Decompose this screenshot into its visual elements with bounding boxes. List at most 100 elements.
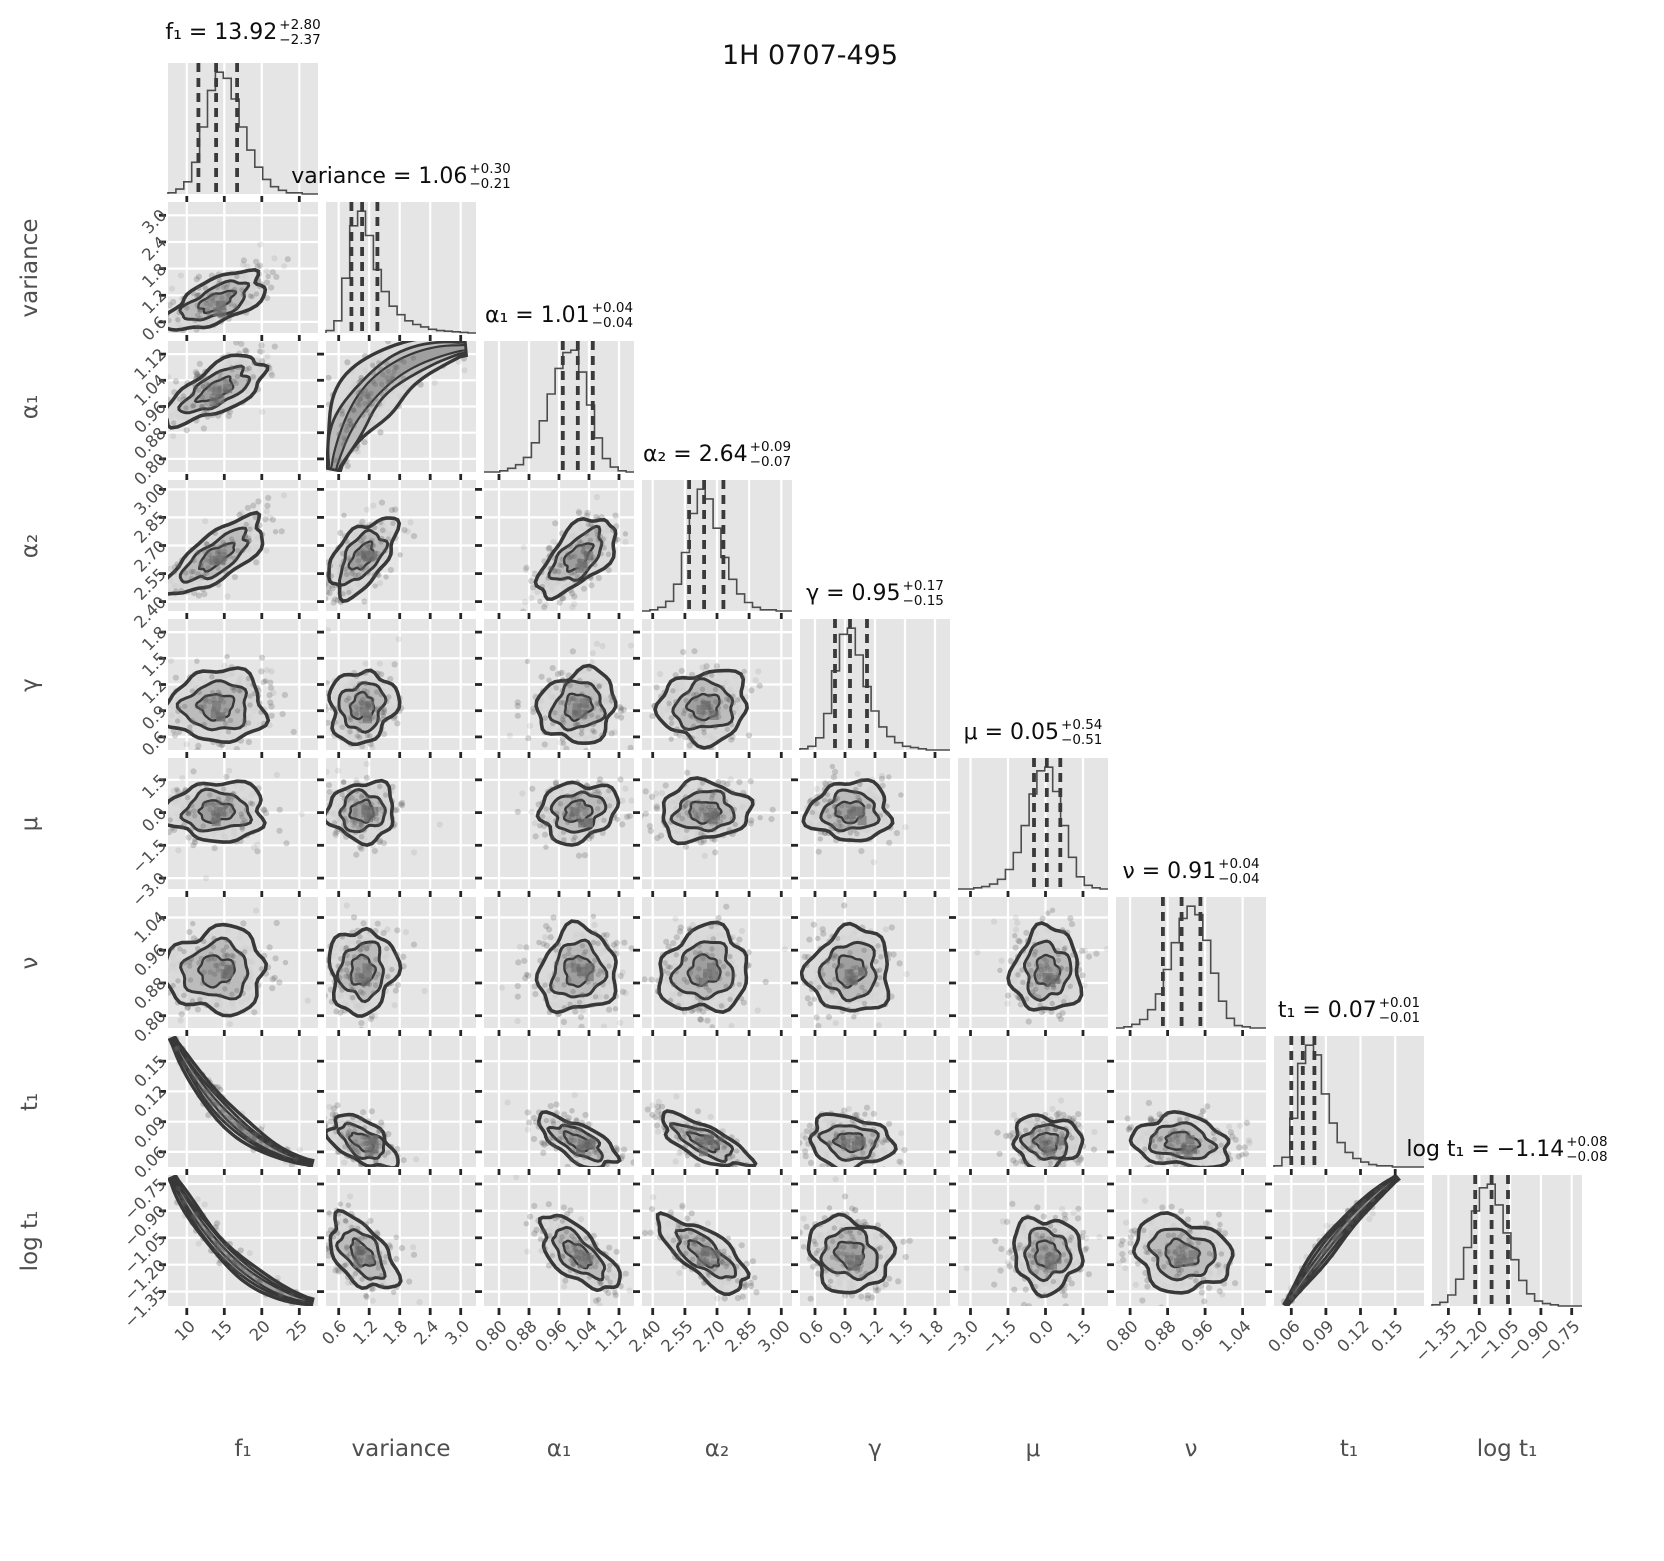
estimate-value: 1.06	[418, 164, 468, 190]
scatter-contour-panel-nu-vs-mu	[949, 897, 1108, 1037]
scatter-contour-panel-alpha2-vs-alpha1	[475, 480, 634, 620]
estimate-prefix: α₁ =	[484, 303, 541, 329]
x-axis-label-alpha2: α₂	[704, 1436, 730, 1462]
y-axis-label-alpha1: α₁	[17, 394, 43, 419]
y-tick-label: 1.5	[138, 770, 171, 803]
estimate-errors: +0.04 −0.04	[591, 300, 634, 332]
y-axis-label-logt1: log t₁	[17, 1210, 43, 1271]
scatter-contour-panel-mu-vs-gamma	[791, 758, 950, 898]
x-tick-label: 2.4	[410, 1316, 443, 1349]
scatter-contour-panel-gamma-vs-f1	[159, 619, 318, 759]
scatter-contour-panel-alpha2-vs-f1	[159, 480, 318, 620]
x-tick-label: 0.6	[318, 1316, 351, 1349]
estimate-title-logt1: log t₁ = −1.14 +0.08 −0.08	[1406, 1134, 1607, 1165]
x-tick-label: 1.8	[379, 1316, 412, 1349]
y-tick-label: 0.06	[130, 1142, 171, 1182]
x-tick-label: 15	[207, 1316, 237, 1345]
estimate-errors: +0.09 −0.07	[749, 439, 792, 470]
estimate-title-t1: t₁ = 0.07 +0.01 −0.01	[1278, 995, 1420, 1026]
x-tick-label: 1.04	[561, 1316, 602, 1357]
x-tick-label: 0.15	[1367, 1316, 1408, 1357]
estimate-errors: +0.01 −0.01	[1379, 995, 1420, 1026]
scatter-contour-panel-t1-vs-nu	[1107, 1036, 1266, 1176]
diag-hist-panel-gamma	[799, 619, 950, 759]
x-tick-label: 1.12	[591, 1316, 632, 1357]
x-tick-label: 1.04	[1215, 1316, 1255, 1357]
estimate-value: 1.01	[540, 303, 590, 329]
y-tick-label: 0.88	[130, 973, 171, 1013]
scatter-contour-panel-mu-vs-alpha2	[633, 758, 792, 898]
scatter-contour-panel-logt1-vs-alpha2	[633, 1175, 792, 1315]
x-tick-label: −3.0	[940, 1316, 983, 1359]
estimate-errors: +0.54 −0.51	[1061, 717, 1103, 749]
scatter-contour-panel-nu-vs-alpha2	[633, 897, 792, 1037]
x-axis-label-nu: ν	[1184, 1436, 1198, 1462]
estimate-minus: −0.04	[591, 315, 634, 332]
y-tick-label: 1.04	[130, 908, 171, 948]
scatter-contour-panel-mu-vs-f1	[159, 758, 318, 898]
scatter-contour-panel-logt1-vs-gamma	[791, 1175, 950, 1315]
scatter-contour-panel-t1-vs-gamma	[791, 1036, 950, 1176]
estimate-errors: +0.04 −0.04	[1218, 856, 1260, 888]
y-axis-label-mu: μ	[17, 816, 43, 831]
estimate-plus: +0.09	[749, 439, 792, 455]
y-tick-label: 2.4	[138, 232, 171, 265]
estimate-errors: +0.17 −0.15	[902, 578, 944, 610]
diag-hist-panel-t1	[1273, 1036, 1424, 1176]
y-tick-label: 0.0	[138, 803, 171, 836]
x-tick-label: 1.2	[855, 1316, 888, 1349]
estimate-minus: −0.15	[902, 593, 944, 610]
x-axis-label-variance: variance	[351, 1436, 451, 1462]
x-tick-label: 0.80	[1102, 1316, 1143, 1357]
estimate-prefix: α₂ =	[642, 442, 699, 468]
x-axis-label-alpha1: α₁	[546, 1436, 572, 1462]
y-tick-label: 1.2	[138, 675, 171, 708]
x-tick-label: 0.6	[795, 1316, 828, 1349]
scatter-contour-panel-logt1-vs-alpha1	[475, 1175, 634, 1315]
estimate-prefix: ν =	[1122, 859, 1168, 885]
y-tick-label: 2.40	[130, 592, 171, 632]
y-axis-label-t1: t₁	[17, 1092, 43, 1111]
x-axis-label-gamma: γ	[868, 1436, 882, 1462]
scatter-contour-panel-logt1-vs-nu	[1107, 1175, 1266, 1315]
estimate-minus: −0.04	[1218, 871, 1260, 888]
x-tick-label: 2.85	[721, 1316, 762, 1357]
estimate-title-variance: variance = 1.06 +0.30 −0.21	[291, 161, 511, 193]
x-axis-label-logt1: log t₁	[1476, 1436, 1538, 1462]
estimate-value: 0.07	[1327, 998, 1377, 1024]
estimate-plus: +0.54	[1061, 717, 1103, 733]
x-axis-label-t1: t₁	[1339, 1436, 1359, 1462]
scatter-contour-panel-logt1-vs-mu	[949, 1175, 1108, 1315]
x-tick-label: 25	[282, 1316, 312, 1345]
x-tick-label: 3.0	[440, 1316, 473, 1349]
scatter-contour-panel-t1-vs-alpha1	[475, 1036, 634, 1176]
y-tick-label: 0.80	[130, 1006, 171, 1046]
x-tick-label: 2.70	[689, 1316, 730, 1357]
estimate-plus: +0.17	[902, 578, 944, 594]
diag-hist-panel-logt1	[1431, 1175, 1582, 1315]
estimate-prefix: variance =	[291, 164, 419, 190]
y-axis-label-variance: variance	[17, 217, 43, 318]
x-axis-label-mu: μ	[1025, 1436, 1041, 1462]
x-tick-label: 2.55	[657, 1316, 697, 1357]
estimate-prefix: γ =	[806, 581, 852, 607]
estimate-title-nu: ν = 0.91 +0.04 −0.04	[1122, 856, 1260, 888]
x-tick-label: 20	[245, 1316, 274, 1345]
estimate-plus: +0.30	[469, 161, 511, 177]
estimate-prefix: log t₁ =	[1406, 1137, 1497, 1163]
y-axis-label-alpha2: α₂	[17, 533, 43, 558]
scatter-contour-panel-alpha1-vs-variance	[317, 341, 476, 481]
scatter-contour-panel-logt1-vs-f1	[159, 1175, 318, 1315]
scatter-contour-panel-gamma-vs-variance	[317, 619, 476, 759]
diag-hist-panel-alpha1	[484, 341, 634, 481]
estimate-minus: −0.21	[469, 176, 511, 193]
scatter-contour-panel-t1-vs-variance	[317, 1036, 476, 1176]
scatter-contour-panel-nu-vs-variance	[317, 897, 476, 1037]
y-axis-label-nu: ν	[17, 956, 43, 969]
scatter-contour-panel-gamma-vs-alpha2	[633, 619, 792, 759]
diag-hist-panel-nu	[1116, 897, 1266, 1037]
scatter-contour-panel-nu-vs-gamma	[791, 897, 950, 1037]
scatter-contour-panel-variance-vs-f1	[159, 202, 318, 342]
x-tick-label: 0.06	[1263, 1316, 1304, 1357]
estimate-minus: −0.51	[1061, 732, 1103, 749]
